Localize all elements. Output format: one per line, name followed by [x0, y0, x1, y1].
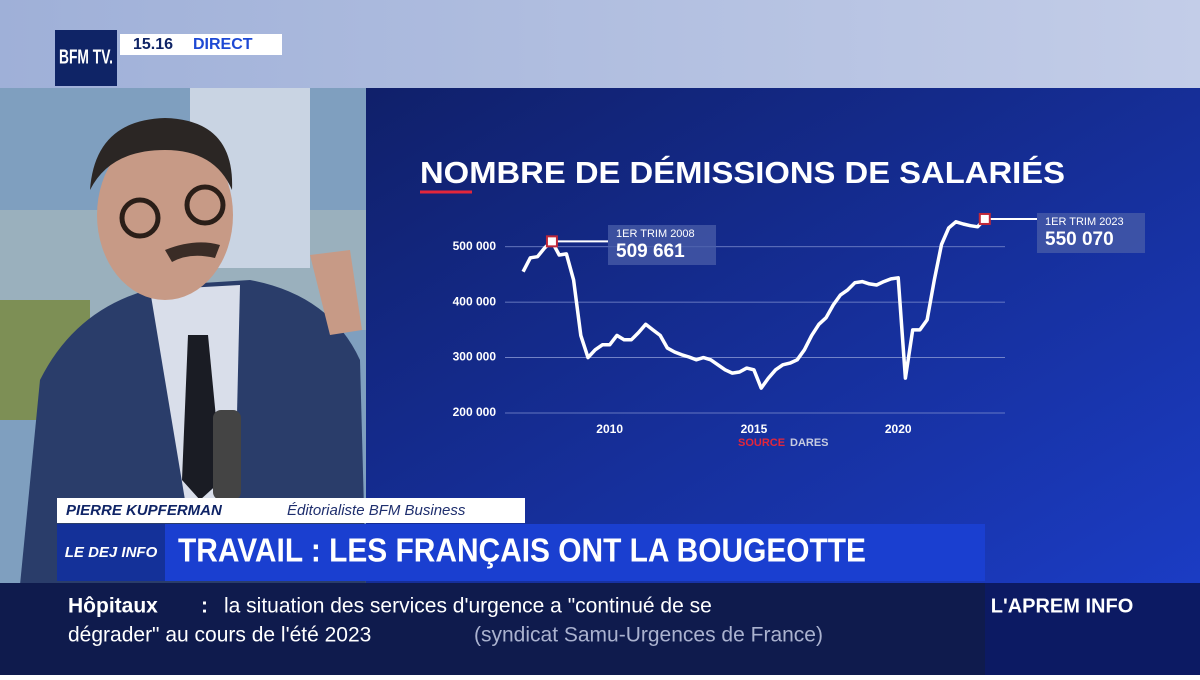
source-label: SOURCE — [738, 437, 785, 449]
channel-logo: BFM TV. — [59, 46, 113, 68]
show-logo-bg — [57, 524, 165, 581]
ticker-topic: Hôpitaux — [68, 595, 158, 618]
ticker-separator: : — [201, 595, 208, 618]
live: DIRECT — [193, 36, 253, 53]
guest-name: PIERRE KUPFERMAN — [66, 502, 223, 519]
name-strip — [57, 498, 525, 523]
data-line — [521, 217, 987, 390]
next-show: L'APREM INFO — [991, 595, 1134, 617]
guest-role: Éditorialiste BFM Business — [287, 502, 466, 519]
x-tick-label: 2020 — [885, 422, 912, 436]
glasses — [184, 184, 226, 226]
y-tick-label: 200 000 — [453, 405, 497, 419]
moustache — [165, 242, 220, 262]
x-tick-label: 2015 — [741, 422, 768, 436]
annotation-box — [608, 225, 716, 265]
tie — [182, 335, 222, 500]
time: 15.16 — [133, 36, 173, 53]
x-tick-label: 2010 — [596, 422, 623, 436]
annotation-value: 550 070 — [1045, 229, 1114, 250]
plot: 200 000 300 000 400 000 500 000 2010 2015 2020… — [453, 212, 1145, 436]
source: DARES — [790, 437, 829, 449]
annotation-value: 509 661 — [616, 241, 685, 262]
chart-title: NOMBRE DE DÉMISSIONS DE SALARIÉS — [420, 155, 1065, 190]
glasses — [119, 197, 161, 239]
annotation-box — [1037, 213, 1145, 253]
annotation-marker — [978, 212, 991, 225]
ticker-line: la situation des services d'urgence a "c… — [224, 595, 712, 618]
show-logo: LE DEJ INFO — [65, 544, 158, 561]
next-show-bg — [985, 583, 1200, 675]
y-tick-label: 300 000 — [453, 350, 497, 364]
annotation-period: 1ER TRIM 2023 — [1045, 216, 1124, 228]
hand — [310, 250, 362, 335]
ticker-bg — [0, 583, 985, 675]
headline-bar — [57, 524, 985, 581]
y-tick-label: 400 000 — [453, 294, 497, 308]
ticker-line: dégrader" au cours de l'été 2023 — [68, 624, 371, 647]
face — [97, 130, 233, 300]
ticker-attribution: (syndicat Samu-Urgences de France) — [474, 624, 823, 647]
headline: TRAVAIL : LES FRANÇAIS ONT LA BOUGEOTTE — [178, 532, 866, 569]
microphone — [213, 410, 241, 500]
logo-bg — [55, 30, 117, 86]
annotation-marker — [545, 235, 558, 248]
hair — [90, 118, 233, 190]
clock-box — [120, 34, 282, 55]
annotation-period: 1ER TRIM 2008 — [616, 228, 695, 240]
y-tick-label: 500 000 — [453, 239, 497, 253]
